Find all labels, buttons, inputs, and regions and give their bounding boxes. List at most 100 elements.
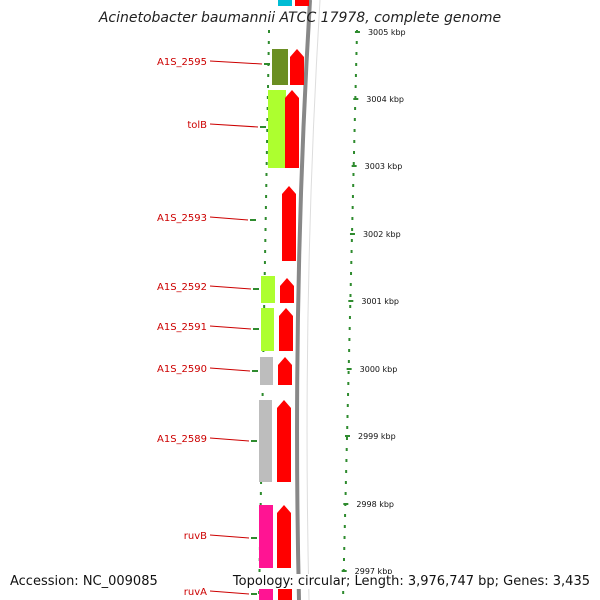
outer-ruler-dot xyxy=(354,96,357,99)
inner-ruler-tick xyxy=(253,328,259,330)
gene-label: A1S_2595 xyxy=(157,57,207,68)
outer-ruler-dot xyxy=(343,536,346,539)
inner-ruler-dot xyxy=(258,569,261,572)
outer-ruler-dot xyxy=(351,228,354,231)
inner-ruler-dot xyxy=(260,481,263,484)
outer-ruler-dot xyxy=(349,305,352,308)
cds-arrow xyxy=(277,400,291,482)
gene-label-line xyxy=(209,123,259,128)
gene-label: A1S_2593 xyxy=(157,213,207,224)
outer-ruler-dot xyxy=(346,426,349,429)
inner-ruler-tick xyxy=(253,288,259,290)
outer-ruler-dot xyxy=(347,371,350,374)
outer-ruler-dot xyxy=(353,129,356,132)
ruler-tick-label: 3002 kbp xyxy=(363,230,401,239)
outer-ruler-dot xyxy=(342,558,345,561)
gene-label-line xyxy=(209,590,250,595)
top-partial-feature xyxy=(278,0,292,6)
outer-ruler-dot xyxy=(355,63,358,66)
outer-ruler-dot xyxy=(352,162,355,165)
gene-label: A1S_2590 xyxy=(157,364,207,375)
ruler-tick-label: 3000 kbp xyxy=(360,365,398,374)
inner-ruler-tick xyxy=(250,219,256,221)
inner-ruler-tick xyxy=(251,593,257,595)
genome-summary: Topology: circular; Length: 3,976,747 bp… xyxy=(230,574,592,589)
outer-ruler-dot xyxy=(351,217,354,220)
outer-ruler-dot xyxy=(348,316,351,319)
cds-arrow xyxy=(278,357,292,385)
inner-ruler-dot xyxy=(259,492,262,495)
outer-ruler-dot xyxy=(350,239,353,242)
inner-ruler-tick xyxy=(252,370,258,372)
inner-ruler-dot xyxy=(264,206,267,209)
gene-label-line xyxy=(209,216,249,221)
ruler-major-tick xyxy=(341,570,347,572)
outer-ruler-dot xyxy=(354,107,357,110)
outer-ruler-dot xyxy=(346,404,349,407)
inner-ruler-dot xyxy=(265,173,268,176)
gene-label: ruvB xyxy=(184,531,207,542)
inner-ruler-dot xyxy=(267,74,270,77)
inner-ruler-dot xyxy=(267,85,270,88)
outer-ruler-dot xyxy=(352,173,355,176)
inner-ruler-dot xyxy=(259,503,262,506)
gene-feature xyxy=(260,357,273,385)
ruler-major-tick xyxy=(344,435,350,437)
inner-ruler-dot xyxy=(265,195,268,198)
gene-label-line xyxy=(209,437,250,442)
outer-ruler-dot xyxy=(353,151,356,154)
inner-ruler-dot xyxy=(268,30,270,33)
outer-ruler-dot xyxy=(343,525,346,528)
outer-ruler-dot xyxy=(348,338,351,341)
cds-arrow xyxy=(280,278,294,303)
inner-ruler-dot xyxy=(261,393,264,396)
inner-ruler-dot xyxy=(266,129,269,132)
gene-label-line xyxy=(209,534,250,539)
gene-feature xyxy=(261,276,275,303)
outer-ruler-dot xyxy=(345,459,348,462)
inner-ruler-dot xyxy=(264,250,267,253)
gene-label: tolB xyxy=(187,120,207,131)
ruler-major-tick xyxy=(351,165,357,167)
outer-ruler-dot xyxy=(350,272,353,275)
outer-ruler-dot xyxy=(353,118,356,121)
ruler-tick-label: 3005 kbp xyxy=(368,28,406,37)
outer-ruler-dot xyxy=(354,74,357,77)
inner-ruler-tick xyxy=(260,126,266,128)
outer-ruler-dot xyxy=(347,382,350,385)
inner-ruler-dot xyxy=(267,41,270,44)
gene-label-line xyxy=(209,285,252,290)
inner-ruler-tick xyxy=(251,537,257,539)
outer-ruler-dot xyxy=(345,448,348,451)
outer-ruler-dot xyxy=(343,547,346,550)
outer-ruler-dot xyxy=(354,85,357,88)
cds-arrow xyxy=(279,308,293,351)
ruler-major-tick xyxy=(349,233,355,235)
outer-ruler-dot xyxy=(353,140,356,143)
inner-ruler-tick xyxy=(251,440,257,442)
gene-label: A1S_2591 xyxy=(157,322,207,333)
inner-ruler-dot xyxy=(265,184,268,187)
outer-ruler-dot xyxy=(344,514,347,517)
gene-label-line xyxy=(209,60,263,65)
gene-label-line xyxy=(209,367,251,372)
outer-ruler-dot xyxy=(355,41,358,44)
inner-ruler-dot xyxy=(264,239,267,242)
inner-ruler-dot xyxy=(266,96,269,99)
outer-ruler-dot xyxy=(350,261,353,264)
ruler-tick-label: 2998 kbp xyxy=(356,500,394,509)
ruler-major-tick xyxy=(348,300,354,302)
outer-ruler-dot xyxy=(344,481,347,484)
outer-ruler-dot xyxy=(347,360,350,363)
top-partial-cds xyxy=(295,0,309,6)
outer-ruler-dot xyxy=(349,283,352,286)
gene-label: A1S_2589 xyxy=(157,434,207,445)
outer-ruler-dot xyxy=(350,250,353,253)
ruler-major-tick xyxy=(343,503,349,505)
cds-arrow xyxy=(277,505,291,568)
ruler-tick-label: 3003 kbp xyxy=(365,162,403,171)
inner-ruler-dot xyxy=(263,305,266,308)
cds-arrow xyxy=(285,90,299,168)
ruler-major-tick xyxy=(353,98,359,100)
backbone-inner-arc xyxy=(306,0,321,600)
